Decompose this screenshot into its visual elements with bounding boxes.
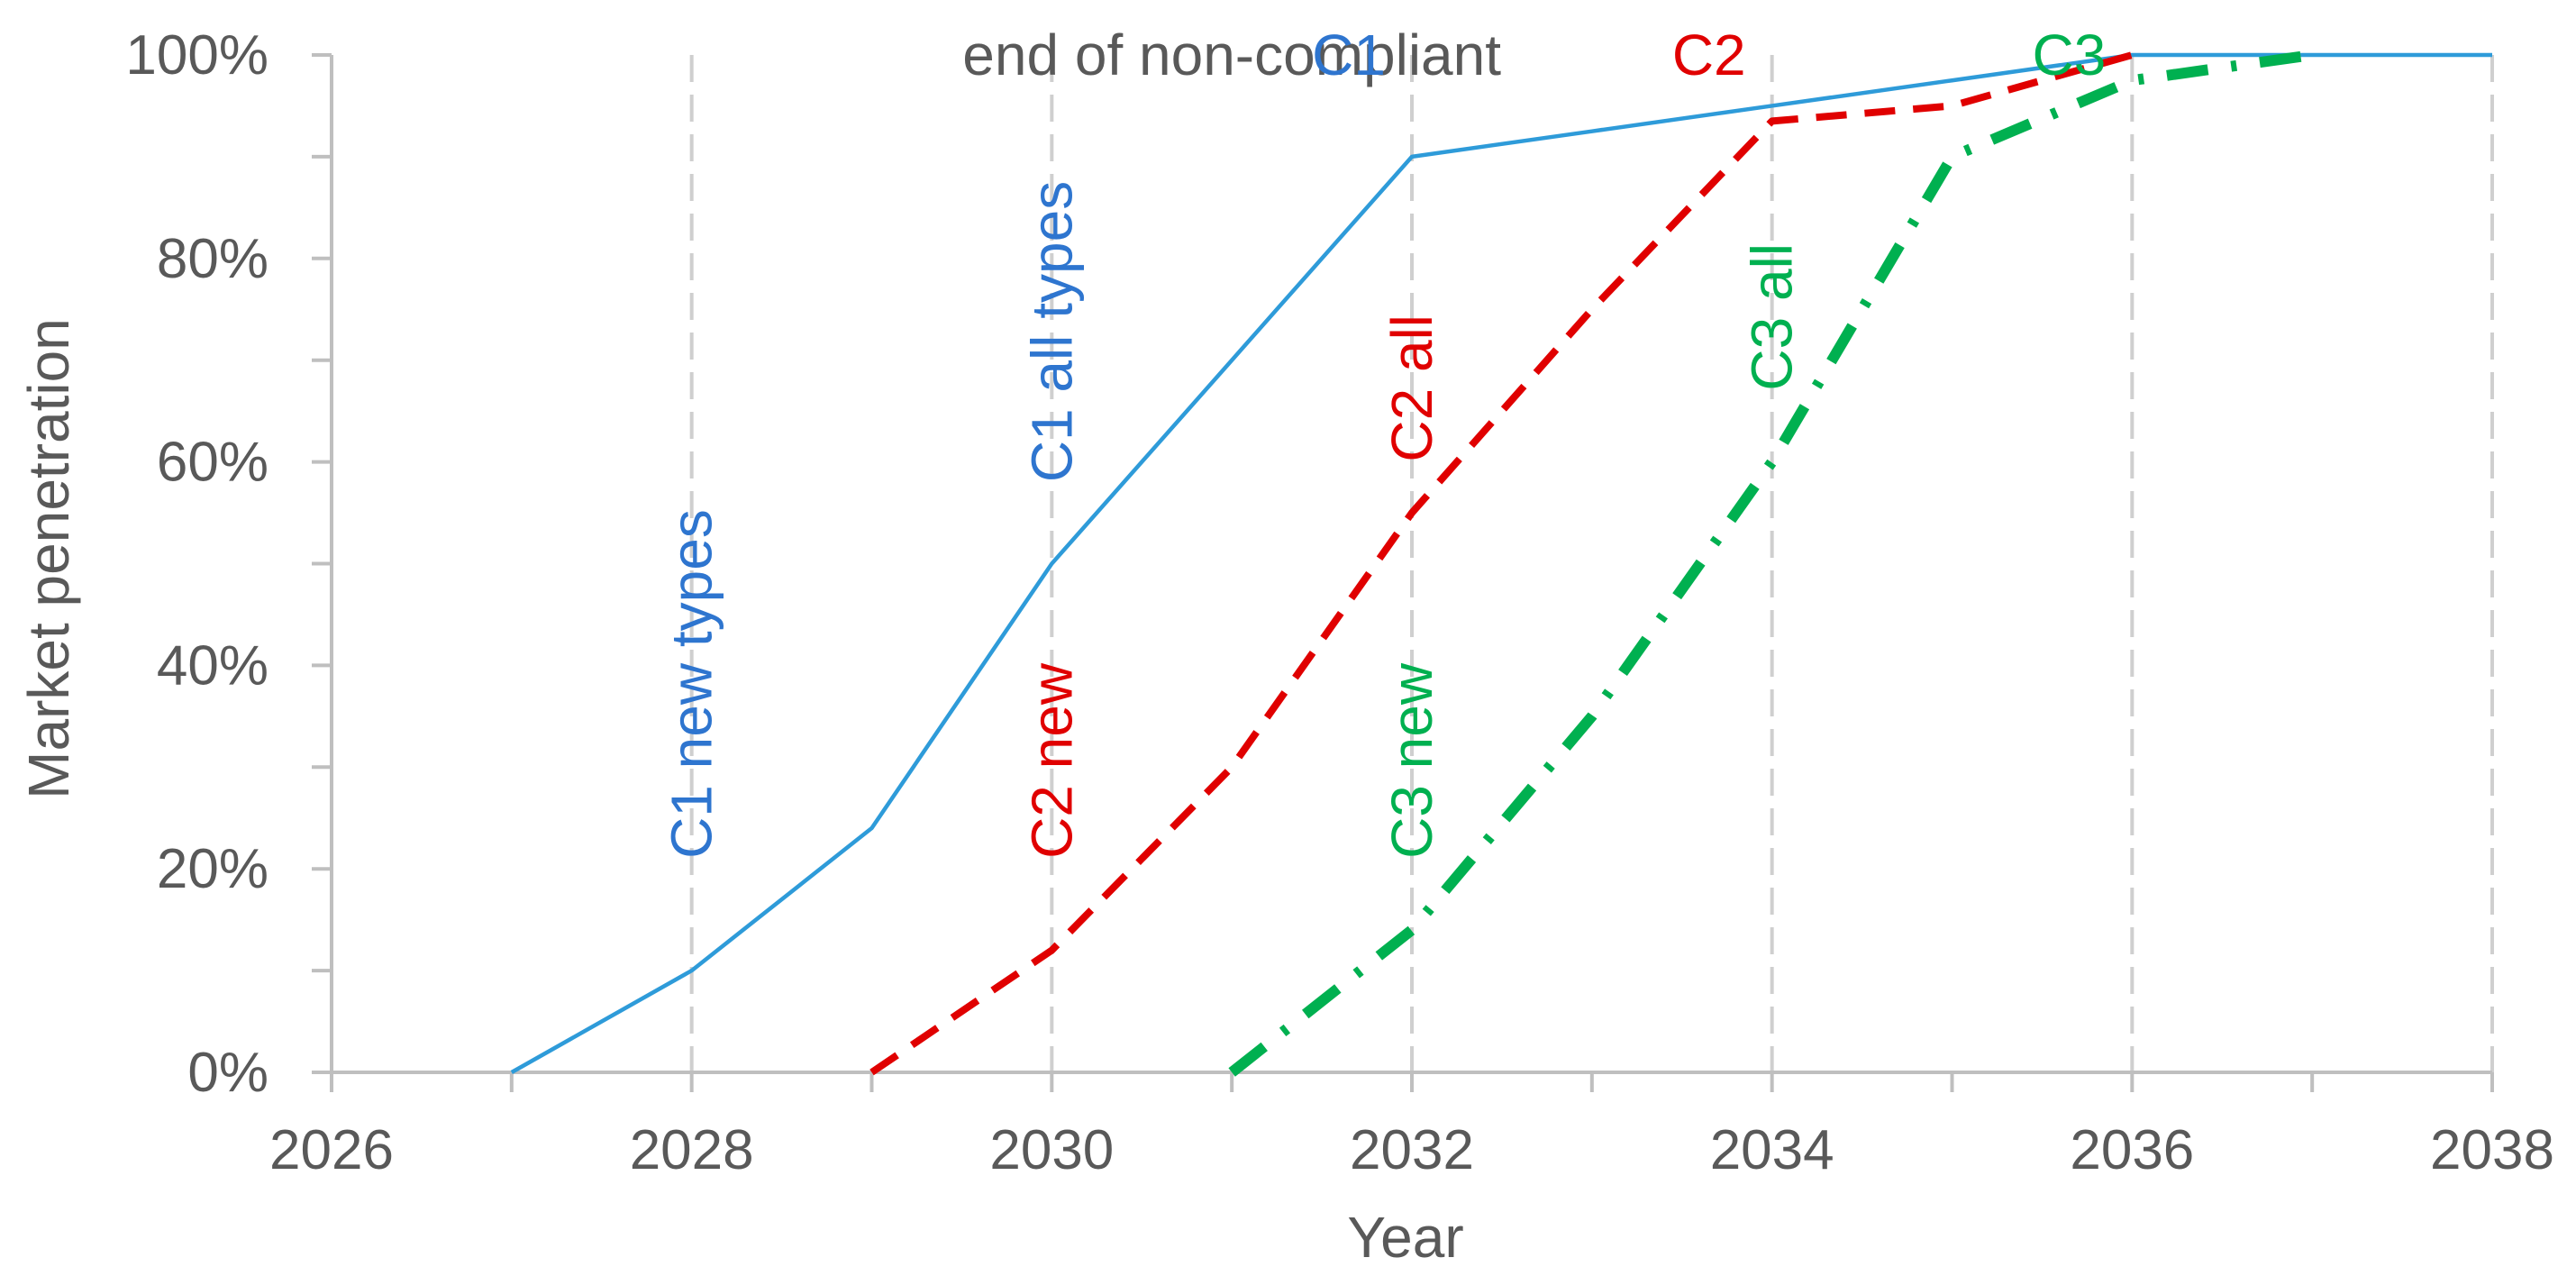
x-tick-label-2032: 2032	[1350, 1119, 1474, 1181]
series-layer	[510, 50, 2493, 1077]
annotation-c1-all-types: C1 all types	[1019, 181, 1084, 482]
x-tick-label-2036: 2036	[2070, 1119, 2194, 1181]
annotation-c2: C2	[1672, 23, 1746, 87]
y-tick-label-40: 40%	[157, 634, 269, 697]
annotation-c1: C1	[1312, 23, 1386, 87]
x-tick-label-2028: 2028	[630, 1119, 754, 1181]
y-axis-title: Market penetration	[16, 318, 81, 799]
series-line-c3	[1228, 50, 2314, 1077]
annotation-c2-all: C2 all	[1379, 314, 1444, 462]
x-tick-label-2030: 2030	[989, 1119, 1114, 1181]
annotation-c2-new: C2 new	[1019, 662, 1084, 859]
y-tick-label-20: 20%	[157, 838, 269, 900]
annotation-c3-new: C3 new	[1379, 662, 1444, 859]
axis-layer: 0% 20% 40% 60% 80% 100% 2026 2028 2030 2032 2034 20…	[125, 24, 2554, 1181]
x-tick-label-2034: 2034	[1710, 1119, 1834, 1181]
y-tick-label-0: 0%	[187, 1042, 269, 1104]
x-tick-label-2026: 2026	[269, 1119, 394, 1181]
annotation-c3: C3	[2032, 23, 2106, 87]
series-line-c1	[510, 52, 2492, 1074]
x-tick-label-2038: 2038	[2430, 1119, 2554, 1181]
x-axis-title: Year	[1347, 1205, 1463, 1270]
y-tick-label-80: 80%	[157, 228, 269, 290]
grid-layer	[689, 55, 2494, 1072]
series-line-c2	[869, 51, 2134, 1076]
annotation-c3-all: C3 all	[1740, 243, 1805, 391]
annotation-end-of-non-compliant: end of non-compliant	[962, 23, 1501, 87]
y-tick-label-60: 60%	[157, 432, 269, 494]
annotation-c1-new-types: C1 new types	[660, 509, 724, 859]
y-tick-label-100: 100%	[125, 24, 269, 87]
